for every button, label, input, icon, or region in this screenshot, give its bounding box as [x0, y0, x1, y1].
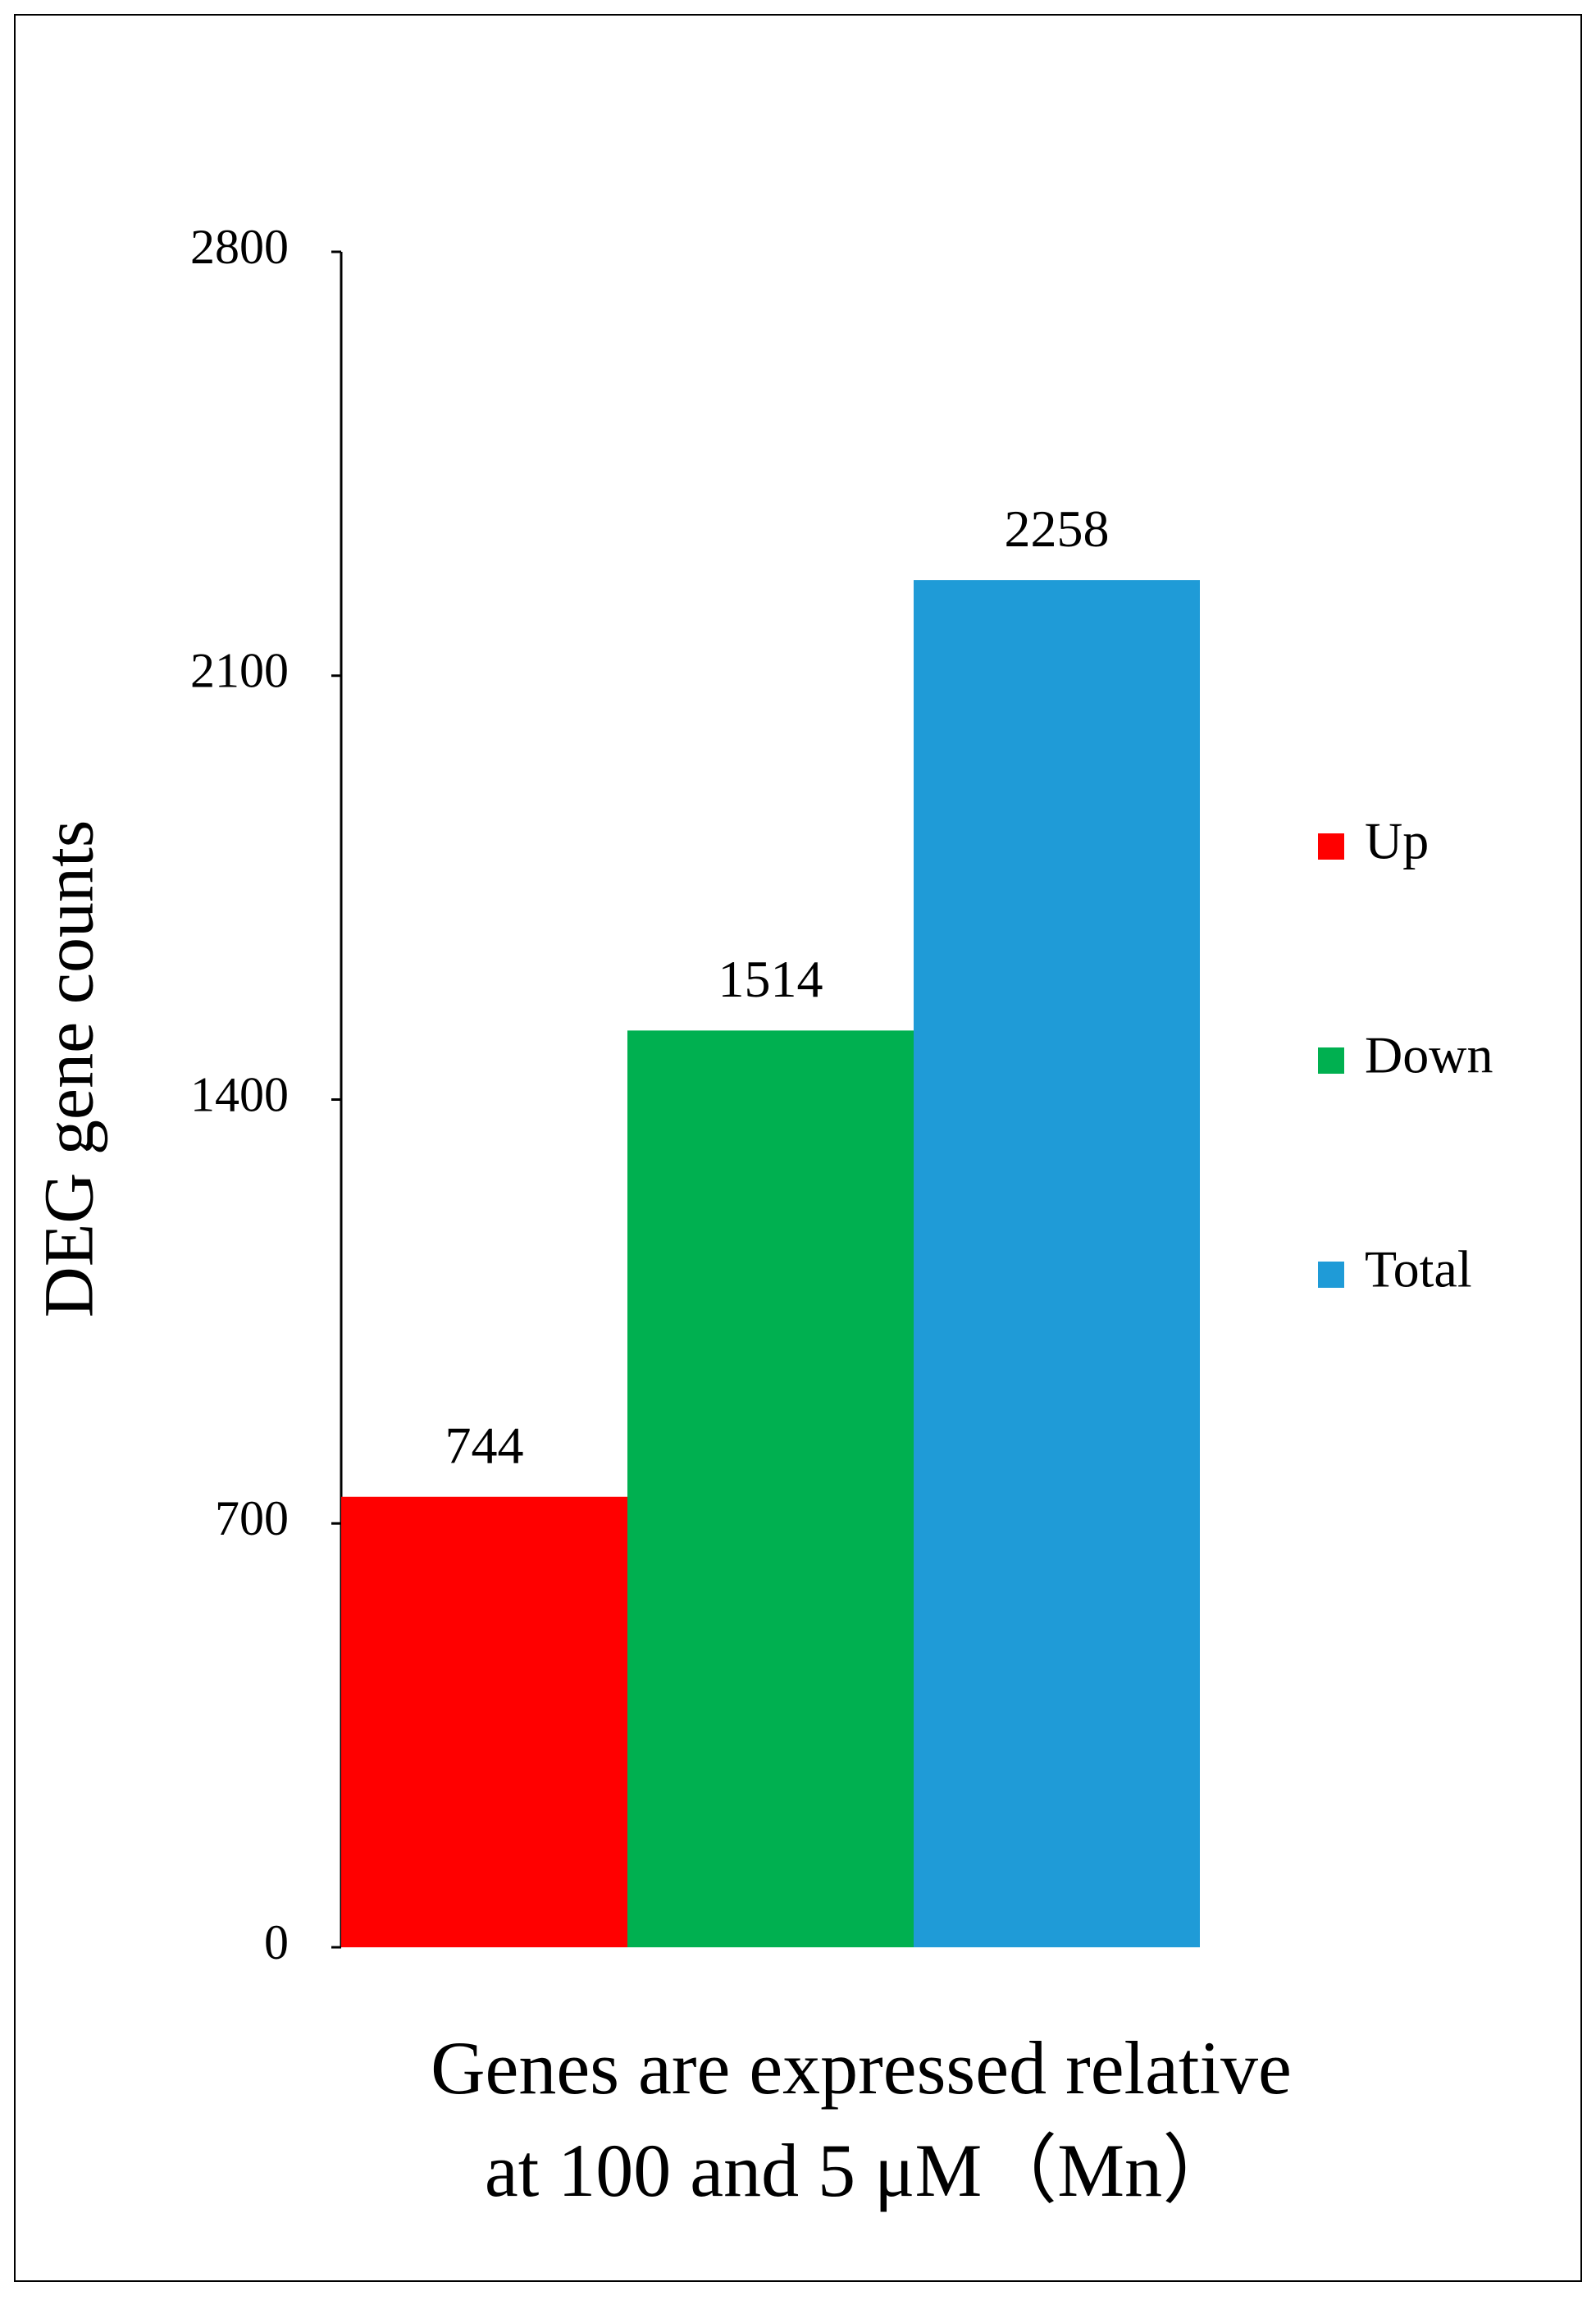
- legend-swatch: [1318, 1262, 1344, 1288]
- legend-label: Down: [1365, 1026, 1493, 1084]
- legend-label: Up: [1365, 812, 1429, 870]
- bar: [341, 1496, 627, 1947]
- y-tick-label: 700: [215, 1491, 289, 1545]
- y-axis-title: DEG gene counts: [30, 820, 108, 1318]
- data-label: 1514: [718, 950, 823, 1008]
- data-label: 744: [445, 1416, 524, 1474]
- x-axis-title: Genes are expressed relative: [431, 2026, 1292, 2110]
- legend-swatch: [1318, 833, 1344, 860]
- x-axis-title: at 100 and 5 μM（Mn）: [485, 2129, 1238, 2212]
- y-tick-label: 1400: [190, 1067, 289, 1121]
- y-tick-label: 0: [264, 1915, 289, 1969]
- legend-label: Total: [1365, 1240, 1472, 1298]
- bar: [914, 580, 1200, 1948]
- data-label: 2258: [1005, 500, 1110, 558]
- y-tick-label: 2800: [190, 220, 289, 274]
- legend-swatch: [1318, 1047, 1344, 1074]
- y-tick-label: 2100: [190, 644, 289, 698]
- bar: [627, 1030, 914, 1947]
